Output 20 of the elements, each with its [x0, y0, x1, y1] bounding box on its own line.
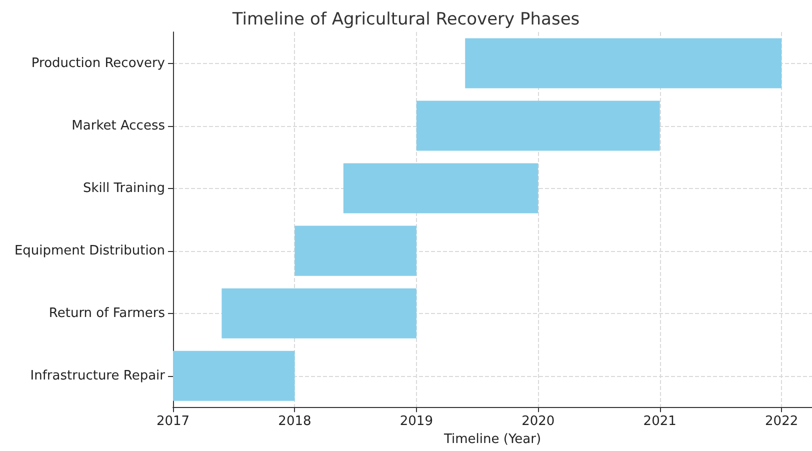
bar: [222, 288, 416, 338]
bar: [416, 100, 660, 151]
y-tick-label: Skill Training: [82, 180, 165, 196]
x-tick-label: 2022: [765, 414, 798, 430]
chart-title: Timeline of Agricultural Recovery Phases: [231, 10, 580, 30]
bar: [465, 38, 782, 88]
y-tick-label: Equipment Distribution: [14, 243, 165, 258]
x-axis-title: Timeline (Year): [442, 432, 542, 447]
x-tick-label: 2020: [522, 414, 555, 430]
y-tick-label: Production Recovery: [31, 56, 166, 71]
x-tick-label: 2021: [643, 414, 676, 430]
x-tick-label: 2018: [278, 414, 312, 430]
y-tick-label: Infrastructure Repair: [30, 368, 166, 384]
y-tick-label: Return of Farmers: [48, 306, 166, 321]
bar: [343, 163, 538, 214]
y-tick-label: Market Access: [72, 118, 166, 134]
x-tick-label: 2019: [400, 414, 433, 430]
x-tick-label: 2017: [156, 414, 190, 430]
bar: [173, 350, 295, 401]
bar: [294, 226, 416, 276]
